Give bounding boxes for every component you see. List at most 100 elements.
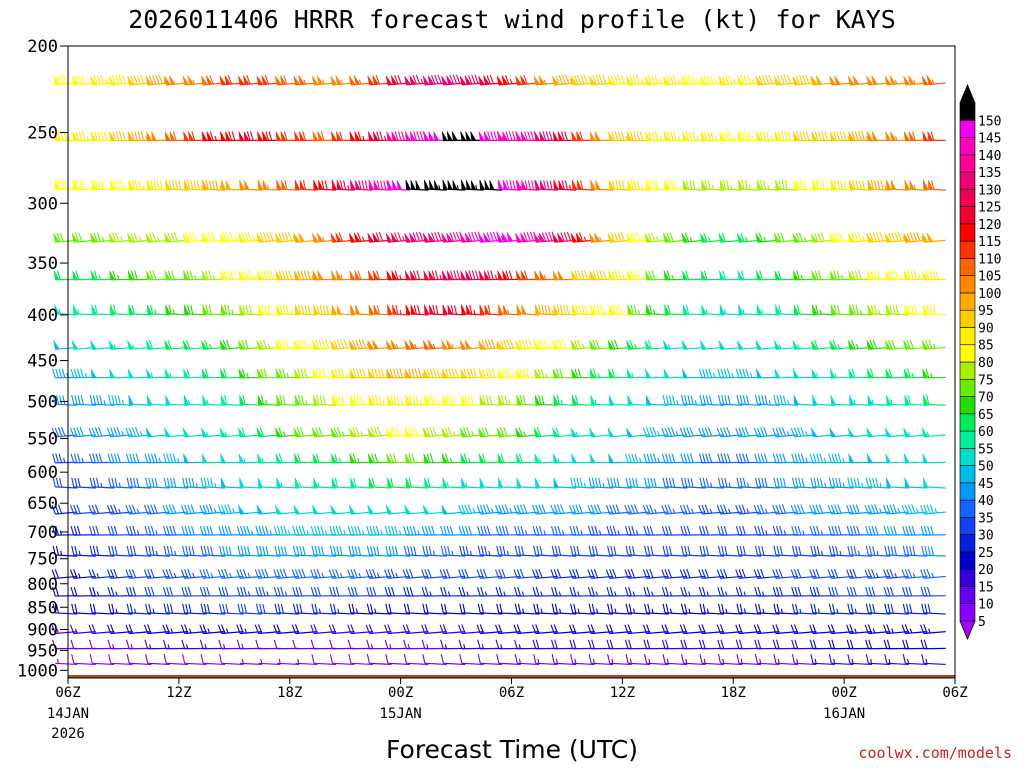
wind-barb — [239, 179, 263, 191]
colorbar-label: 30 — [978, 529, 994, 544]
wind-barb — [329, 654, 355, 666]
wind-barb — [756, 304, 780, 316]
y-tick-label: 400 — [27, 306, 58, 326]
wind-barb — [330, 131, 355, 142]
colorbar-swatch — [959, 240, 976, 259]
wind-barb — [239, 304, 263, 316]
wind-barb — [920, 639, 946, 650]
x-tick-label: 06Z — [942, 685, 967, 701]
wind-barb — [460, 304, 484, 316]
wind-barb — [849, 394, 872, 406]
colorbar-swatch — [959, 206, 976, 225]
colorbar-swatch — [959, 292, 976, 311]
wind-barb — [200, 477, 226, 489]
wind-barb — [645, 131, 669, 142]
colorbar-label: 45 — [978, 477, 994, 492]
wind-barb — [809, 453, 835, 464]
wind-barb — [922, 131, 946, 142]
wind-barb — [680, 545, 706, 557]
wind-barb — [551, 654, 577, 666]
wind-barb — [775, 179, 798, 191]
wind-barb — [405, 477, 429, 489]
wind-barb — [793, 179, 817, 191]
wind-barb — [810, 603, 835, 615]
wind-barb — [735, 368, 761, 379]
wind-barb — [830, 179, 854, 191]
wind-barb — [717, 654, 743, 666]
wind-barb — [442, 477, 466, 489]
wind-barb — [645, 304, 669, 316]
wind-barb — [773, 545, 798, 557]
x-tick-label: 18Z — [721, 685, 746, 701]
wind-barb — [479, 394, 503, 406]
wind-barb — [717, 603, 743, 615]
wind-barb — [72, 179, 96, 191]
wind-barb — [553, 304, 577, 316]
wind-barb — [661, 427, 688, 438]
wind-barb — [661, 525, 688, 536]
wind-barb — [367, 131, 392, 142]
wind-barb — [849, 179, 872, 191]
wind-barb — [385, 603, 410, 615]
wind-barb — [607, 654, 632, 666]
wind-barb — [274, 427, 300, 438]
wind-barb — [920, 525, 946, 536]
wind-barb — [237, 545, 263, 557]
wind-barb — [885, 270, 909, 281]
wind-barb — [920, 624, 946, 635]
wind-barb — [403, 586, 429, 597]
wind-barb — [313, 304, 336, 316]
wind-barb — [812, 304, 835, 316]
wind-barb — [276, 179, 300, 191]
colorbar-label: 130 — [978, 183, 1001, 198]
wind-barb — [625, 545, 651, 557]
wind-barb — [699, 477, 725, 489]
wind-barb — [311, 545, 336, 557]
wind-barb — [258, 658, 281, 666]
wind-barb — [164, 131, 189, 142]
wind-barb — [108, 74, 133, 86]
wind-barb — [330, 270, 355, 281]
wind-barb — [238, 131, 263, 142]
wind-barb — [294, 394, 318, 406]
wind-barb — [256, 75, 281, 86]
wind-barb — [810, 477, 835, 489]
wind-barb — [773, 654, 798, 666]
colorbar-swatch — [959, 137, 976, 156]
wind-barb — [476, 568, 503, 579]
wind-barb — [738, 304, 762, 316]
wind-barb — [552, 339, 577, 350]
wind-barb — [810, 545, 835, 557]
wind-barb — [183, 179, 207, 191]
wind-barb — [514, 545, 540, 557]
wind-barb — [163, 477, 189, 489]
wind-barb — [903, 231, 928, 243]
wind-barb — [144, 586, 170, 597]
wind-barb — [627, 304, 651, 316]
wind-barb — [127, 131, 152, 142]
wind-barb — [202, 394, 226, 406]
wind-barb — [515, 427, 540, 438]
wind-barb — [588, 603, 614, 615]
wind-barb — [331, 304, 355, 316]
wind-barb — [127, 270, 152, 281]
wind-barb — [54, 304, 78, 316]
wind-barb — [350, 179, 373, 191]
wind-barb — [329, 603, 355, 615]
colorbar-swatch — [959, 361, 976, 380]
wind-barb — [330, 339, 355, 350]
wind-barb — [255, 586, 281, 597]
wind-barb — [514, 654, 540, 666]
wind-barb — [625, 654, 651, 666]
wind-barb — [607, 545, 632, 557]
wind-barb — [756, 179, 780, 191]
y-tick-label: 500 — [27, 392, 58, 412]
wind-barb — [368, 304, 392, 316]
wind-barb — [812, 179, 835, 191]
wind-barb — [424, 179, 447, 191]
wind-barb — [108, 394, 133, 406]
wind-barb — [329, 545, 355, 557]
y-tick-label: 250 — [27, 124, 58, 144]
wind-barb — [626, 131, 651, 142]
wind-barb — [145, 477, 170, 489]
